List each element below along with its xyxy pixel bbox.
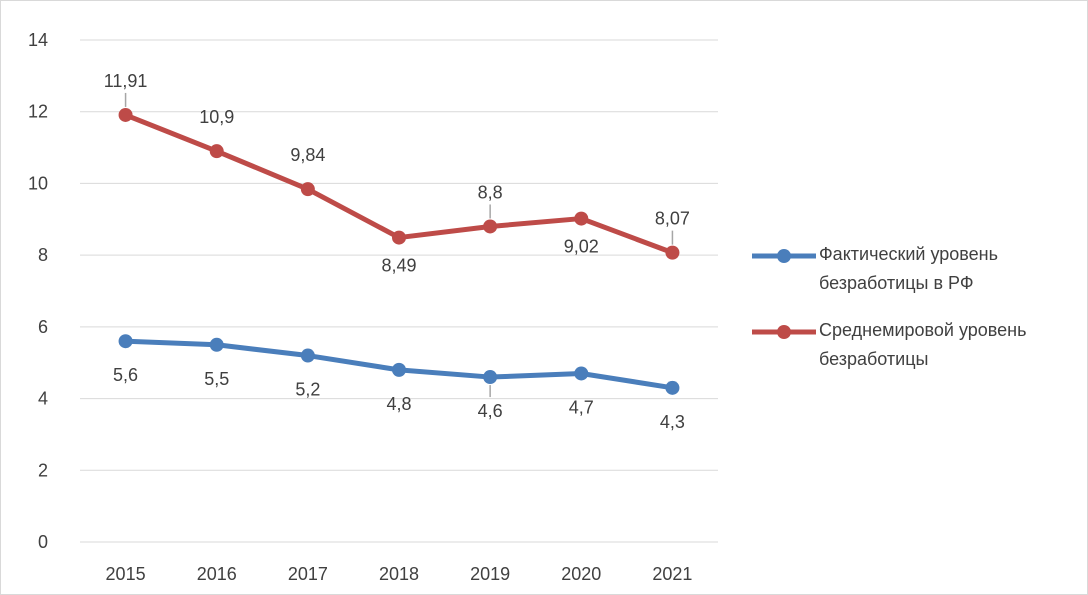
y-tick-label: 2	[38, 460, 48, 480]
x-tick-label: 2015	[106, 564, 146, 584]
y-tick-label: 8	[38, 245, 48, 265]
data-label: 5,2	[295, 380, 320, 400]
data-label: 9,02	[564, 237, 599, 257]
data-point	[118, 107, 133, 122]
data-point	[118, 334, 133, 349]
series-lines	[118, 107, 680, 395]
legend: Фактический уровень безработицы в РФ Сре…	[752, 236, 1082, 388]
y-tick-label: 10	[28, 173, 48, 193]
legend-item-world: Среднемировой уровень безработицы	[752, 312, 1082, 388]
y-tick-label: 0	[38, 532, 48, 552]
data-label: 8,49	[381, 256, 416, 276]
y-tick-label: 4	[38, 389, 48, 409]
data-label: 8,07	[655, 209, 690, 229]
legend-dot-world	[777, 325, 791, 339]
data-label: 4,6	[478, 401, 503, 421]
data-point	[300, 348, 315, 363]
x-tick-label: 2018	[379, 564, 419, 584]
data-point	[483, 370, 498, 385]
data-label: 4,7	[569, 397, 594, 417]
data-point	[665, 380, 680, 395]
data-label: 10,9	[199, 107, 234, 127]
x-tick-label: 2019	[470, 564, 510, 584]
data-point	[300, 182, 315, 197]
legend-marker-russia	[752, 249, 816, 263]
legend-marker-world	[752, 325, 816, 339]
x-tick-label: 2017	[288, 564, 328, 584]
x-tick-label: 2016	[197, 564, 237, 584]
x-tick-label: 2021	[652, 564, 692, 584]
data-label: 4,8	[386, 394, 411, 414]
y-tick-label: 12	[28, 102, 48, 122]
data-labels: 5,6 5,5 5,2 4,8 4,6 4,7 4,3 11,91 10,9 9,84 8,49 8,…	[104, 71, 690, 432]
gridlines	[80, 39, 718, 543]
data-point	[483, 219, 498, 234]
data-label: 9,84	[290, 145, 325, 165]
y-tick-label: 14	[28, 30, 48, 50]
legend-item-russia: Фактический уровень безработицы в РФ	[752, 236, 1082, 312]
data-point	[392, 230, 406, 245]
data-point	[574, 211, 589, 226]
x-tick-label: 2020	[561, 564, 601, 584]
y-tick-label: 6	[38, 317, 48, 337]
data-label: 11,91	[104, 71, 148, 91]
data-point	[574, 366, 589, 381]
data-point	[209, 337, 224, 352]
legend-label-world: Среднемировой уровень безработицы	[819, 320, 1027, 369]
data-point	[209, 144, 224, 159]
data-label: 5,5	[204, 369, 229, 389]
data-label: 4,3	[660, 412, 685, 432]
data-point	[392, 362, 406, 377]
legend-dot-russia	[777, 249, 791, 263]
data-label: 8,8	[478, 182, 503, 202]
axes: 0 2 4 6 8 10 12 14 2015 2016 2017 2018 2019 2020 2021	[28, 30, 692, 584]
data-label: 5,6	[113, 365, 138, 385]
legend-label-russia: Фактический уровень безработицы в РФ	[819, 244, 998, 293]
data-point	[665, 245, 680, 260]
